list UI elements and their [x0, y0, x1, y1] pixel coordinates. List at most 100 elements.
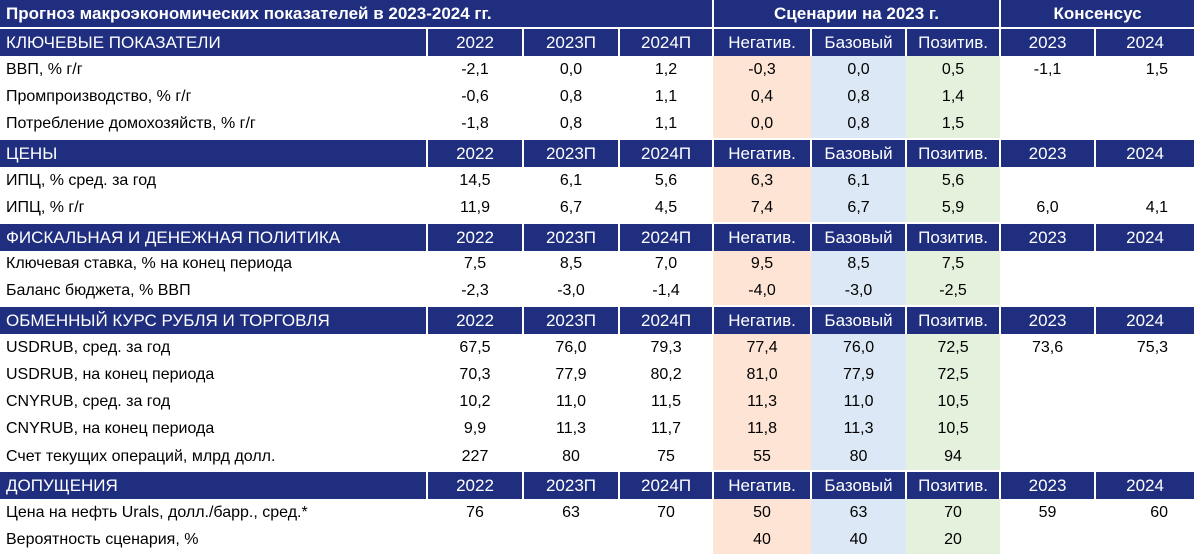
column-header: 2022	[426, 27, 523, 57]
column-header: 2024	[1094, 27, 1194, 57]
column-header: 2023	[999, 305, 1096, 335]
table-cell	[1095, 84, 1194, 111]
column-header: 2024П	[617, 137, 714, 168]
table-cell: 20	[906, 526, 1001, 554]
table-row: CNYRUB, сред. за год 10,2 11,0 11,5 11,3 11,0…	[0, 388, 1194, 416]
section-title: ФИСКАЛЬНАЯ И ДЕНЕЖНАЯ ПОЛИТИКА	[0, 221, 427, 251]
column-header: 2024	[1094, 470, 1194, 500]
table-cell: 10,5	[906, 388, 1001, 416]
table-cell: 72,5	[906, 361, 1001, 389]
table-cell: 72,5	[906, 334, 1001, 362]
table-cell: 63	[811, 499, 907, 527]
table-cell: -0,3	[713, 56, 812, 84]
column-header: 2024П	[617, 470, 714, 500]
table-cell: -1,1	[1033, 60, 1062, 78]
table-cell: -4,0	[713, 277, 812, 307]
column-header: 2023	[999, 27, 1096, 57]
table-cell: -1,4	[652, 282, 680, 300]
table-cell: 1,4	[906, 83, 1001, 111]
table-cell: 227	[461, 447, 489, 465]
table-cell: 7,5	[463, 255, 487, 273]
table-row: CNYRUB, на конец периода 9,9 11,3 11,7 11,8 1…	[0, 415, 1194, 443]
table-cell: -3,0	[557, 282, 585, 300]
table-row: Вероятность сценария, % 40 40 20	[0, 526, 1194, 554]
row-label: ВВП, % г/г	[6, 60, 83, 78]
table-cell: 55	[713, 443, 812, 472]
column-header: 2023П	[522, 470, 619, 500]
table-cell: -3,0	[811, 277, 907, 307]
table-title-row: Прогноз макроэкономических показателей в…	[0, 0, 1194, 29]
column-header: Базовый	[810, 305, 907, 335]
table-row: Цена на нефть Urals, долл./барр., сред.*…	[0, 499, 1194, 527]
table-cell: 1,5	[1145, 60, 1169, 78]
table-row: Баланс бюджета, % ВВП -2,3 -3,0 -1,4 -4,0 -3,…	[0, 277, 1194, 307]
table-cell	[1000, 278, 1095, 306]
table-cell	[1095, 361, 1194, 388]
table-cell: 50	[713, 499, 812, 527]
table-cell: 5,6	[654, 171, 678, 189]
row-label: Цена на нефть Urals, долл./барр., сред.*	[6, 503, 308, 521]
table-cell: 8,5	[559, 255, 583, 273]
column-header: 2024П	[617, 305, 714, 335]
table-cell: 0,8	[559, 115, 583, 133]
table-cell	[523, 527, 619, 554]
table-cell: 70	[906, 499, 1001, 527]
column-header: 2024П	[617, 221, 714, 251]
table-cell: 59	[1038, 503, 1057, 521]
table-cell: 6,3	[713, 167, 812, 195]
column-header: Негатив.	[712, 27, 812, 57]
section-title: ЦЕНЫ	[0, 137, 427, 168]
table-cell	[1095, 389, 1194, 416]
section-header-row: ФИСКАЛЬНАЯ И ДЕНЕЖНАЯ ПОЛИТИКА 2022 2023П 2…	[0, 221, 1194, 251]
column-header: Базовый	[810, 470, 907, 500]
table-cell: -2,1	[461, 60, 489, 78]
table-cell: 0,5	[906, 56, 1001, 84]
table-cell: 0,4	[713, 83, 812, 111]
table-row: USDRUB, на конец периода 70,3 77,9 80,2 81,0…	[0, 361, 1194, 389]
row-label: CNYRUB, на конец периода	[6, 420, 215, 438]
table-cell: 40	[811, 526, 907, 554]
table-cell: 7,0	[654, 255, 678, 273]
table-cell	[1000, 416, 1095, 443]
section-header-row: КЛЮЧЕВЫЕ ПОКАЗАТЕЛИ 2022 2023П 2024П Негатив…	[0, 27, 1194, 57]
column-header: 2023	[999, 470, 1096, 500]
section-header-row: ОБМЕННЫЙ КУРС РУБЛЯ И ТОРГОВЛЯ 2022 2023П 2…	[0, 305, 1194, 335]
table-cell: 10,2	[459, 393, 491, 411]
table-cell: 0,0	[713, 110, 812, 139]
column-header: 2023	[999, 221, 1096, 251]
section-title: КЛЮЧЕВЫЕ ПОКАЗАТЕЛИ	[0, 27, 427, 57]
table-cell	[1000, 527, 1095, 554]
row-label: ИПЦ, % сред. за год	[6, 171, 157, 189]
table-cell: 70	[657, 503, 675, 521]
table-cell: 8,5	[811, 250, 907, 278]
table-cell: 11,9	[460, 198, 490, 216]
column-header: Негатив.	[712, 137, 812, 168]
section-title: ОБМЕННЫЙ КУРС РУБЛЯ И ТОРГОВЛЯ	[0, 305, 427, 335]
table-cell: 4,1	[1145, 198, 1169, 216]
column-header: 2023П	[522, 137, 619, 168]
table-cell: 7,5	[906, 250, 1001, 278]
table-cell: 80,2	[650, 366, 682, 384]
table-cell: 76,0	[811, 334, 907, 362]
table-cell	[1000, 167, 1095, 194]
table-cell	[1000, 389, 1095, 416]
table-cell	[619, 527, 713, 554]
table-cell: 0,8	[811, 110, 907, 139]
table-cell: 0,8	[811, 83, 907, 111]
table-cell: 11,7	[651, 420, 681, 438]
table-cell: -0,6	[461, 88, 489, 106]
table-cell	[1000, 84, 1095, 111]
column-header: Базовый	[810, 137, 907, 168]
row-label: Промпроизводство, % г/г	[6, 88, 192, 106]
table-cell: 6,1	[559, 171, 583, 189]
table-cell: 11,5	[651, 393, 681, 411]
table-cell: 1,1	[654, 88, 678, 106]
table-cell	[1095, 416, 1194, 443]
table-cell: 79,3	[650, 338, 682, 356]
table-cell: 94	[906, 443, 1001, 472]
table-cell: 67,5	[459, 338, 491, 356]
column-header: 2022	[426, 305, 523, 335]
section-header-row: ДОПУЩЕНИЯ 2022 2023П 2024П Негатив. Базовый По…	[0, 470, 1194, 500]
column-header: Позитив.	[905, 305, 1001, 335]
